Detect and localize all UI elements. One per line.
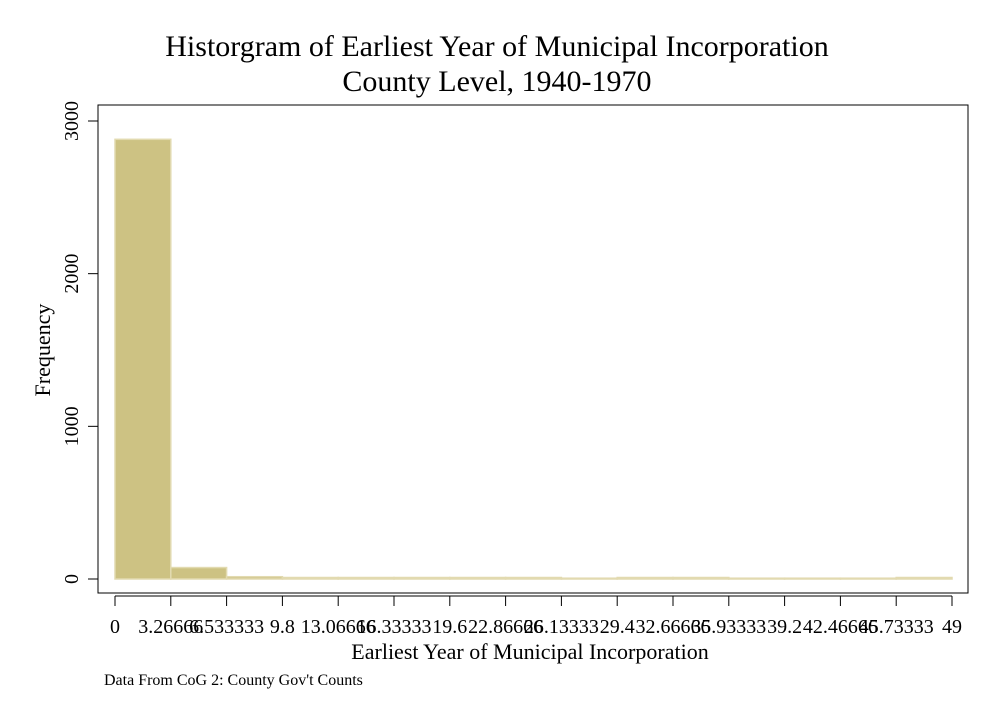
- bars-group: [114, 138, 953, 580]
- chart-subtitle: County Level, 1940-1970: [342, 65, 652, 98]
- histogram-bar: [839, 577, 897, 580]
- histogram-bar: [616, 576, 674, 580]
- y-tick-label: 1000: [61, 406, 83, 446]
- x-tick-label: 49: [942, 616, 962, 638]
- x-tick-label: 32.66666: [635, 616, 710, 638]
- x-tick-label: 26.13333: [524, 616, 599, 638]
- histogram-bar: [170, 566, 228, 580]
- y-axis: 0 1000 2000 3000: [61, 101, 99, 584]
- x-tick-label: 45.73333: [859, 616, 934, 638]
- x-tick-label: 9.8: [270, 616, 295, 638]
- x-tick-label: 42.46666: [803, 616, 878, 638]
- histogram-bar: [449, 576, 507, 580]
- x-tick-label: 3.26666: [138, 616, 203, 638]
- chart-title: Historgram of Earliest Year of Municipal…: [165, 30, 829, 63]
- x-tick-label: 6.533333: [189, 616, 264, 638]
- x-tick-label: 19.6: [432, 616, 467, 638]
- histogram-bar: [281, 576, 339, 580]
- x-tick-label: 35.93333: [691, 616, 766, 638]
- plot-area: [97, 104, 969, 594]
- y-axis-label: Frequency: [30, 304, 55, 397]
- histogram-bar: [393, 576, 451, 580]
- x-tick-label: 39.2: [767, 616, 802, 638]
- histogram-bar: [728, 577, 786, 580]
- source-note: Data From CoG 2: County Gov't Counts: [104, 672, 363, 689]
- y-tick-label: 0: [61, 574, 83, 584]
- y-tick-label: 2000: [61, 254, 83, 294]
- histogram-bar: [114, 138, 172, 580]
- x-tick-label: 22.86666: [468, 616, 543, 638]
- x-axis-label: Earliest Year of Municipal Incorporation: [351, 639, 708, 664]
- histogram-bar: [783, 577, 842, 580]
- histogram-bar: [672, 576, 730, 580]
- y-tick-label: 3000: [61, 101, 83, 141]
- x-tick-label: 16.33333: [356, 616, 431, 638]
- histogram-bar: [895, 576, 953, 580]
- histogram-bar: [337, 576, 395, 580]
- histogram-bar: [504, 576, 563, 580]
- histogram-bar: [560, 577, 618, 580]
- x-tick-label: 0: [110, 616, 120, 638]
- histogram-bar: [225, 575, 284, 580]
- x-tick-label: 29.4: [600, 616, 635, 638]
- x-tick-label: 13.06666: [301, 616, 376, 638]
